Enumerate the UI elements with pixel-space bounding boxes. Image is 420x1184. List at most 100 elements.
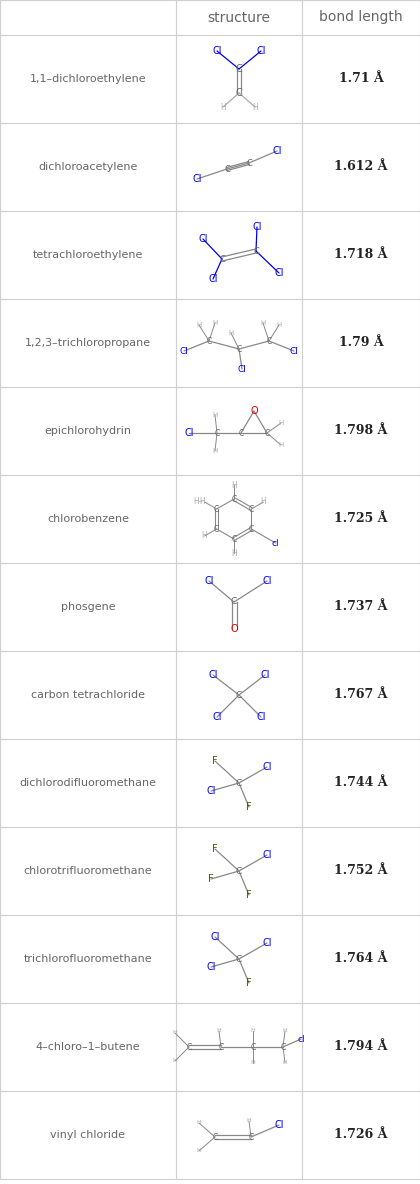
Text: H: H <box>217 1029 221 1034</box>
Text: chlorobenzene: chlorobenzene <box>47 514 129 525</box>
Text: 1.744 Å: 1.744 Å <box>334 777 388 790</box>
Text: H: H <box>260 497 266 507</box>
Text: Cl: Cl <box>238 365 247 373</box>
Text: H: H <box>197 1148 201 1153</box>
Text: C: C <box>236 779 242 787</box>
Text: H: H <box>228 330 234 336</box>
Text: Cl: Cl <box>274 1120 284 1130</box>
Text: C: C <box>214 429 220 438</box>
Text: vinyl chloride: vinyl chloride <box>50 1130 126 1140</box>
Text: H: H <box>197 322 202 328</box>
Text: C: C <box>214 504 219 514</box>
Text: 1.718 Å: 1.718 Å <box>334 249 388 262</box>
Text: 1.798 Å: 1.798 Å <box>334 425 388 438</box>
Text: Cl: Cl <box>208 670 218 680</box>
Text: Cl: Cl <box>206 786 216 796</box>
Text: H: H <box>231 481 237 489</box>
Text: 1.764 Å: 1.764 Å <box>334 952 388 965</box>
Text: O: O <box>230 624 238 633</box>
Text: C: C <box>266 336 272 346</box>
Text: H: H <box>213 412 218 418</box>
Text: C: C <box>236 345 241 354</box>
Text: Cl: Cl <box>212 712 222 722</box>
Text: C: C <box>231 598 237 606</box>
Text: 1,2,3–trichloropropane: 1,2,3–trichloropropane <box>25 337 151 348</box>
Text: 1.79 Å: 1.79 Å <box>339 336 383 349</box>
Text: H: H <box>251 1029 255 1034</box>
Text: H: H <box>213 320 218 326</box>
Text: C: C <box>213 1133 218 1141</box>
Text: C: C <box>249 504 254 514</box>
Text: C: C <box>206 336 212 346</box>
Text: Cl: Cl <box>256 46 266 56</box>
Text: trichlorofluoromethane: trichlorofluoromethane <box>24 954 152 964</box>
Text: 1.737 Å: 1.737 Å <box>334 600 388 613</box>
Text: Cl: Cl <box>262 938 272 948</box>
Text: H: H <box>213 448 218 453</box>
Text: H: H <box>278 420 284 426</box>
Text: Cl: Cl <box>252 223 262 232</box>
Text: H: H <box>251 1061 255 1066</box>
Text: phosgene: phosgene <box>60 601 116 612</box>
Text: H: H <box>173 1030 177 1036</box>
Text: Cl: Cl <box>260 670 270 680</box>
Text: Cl: Cl <box>210 932 220 942</box>
Text: chlorotrifluoromethane: chlorotrifluoromethane <box>24 866 152 876</box>
Text: 1.725 Å: 1.725 Å <box>334 513 388 526</box>
Text: C: C <box>239 429 244 438</box>
Text: Cl: Cl <box>204 575 214 586</box>
Text: bond length: bond length <box>319 11 403 25</box>
Text: O: O <box>250 406 258 416</box>
Text: C: C <box>264 429 270 438</box>
Text: Cl: Cl <box>262 762 272 772</box>
Text: F: F <box>246 978 252 987</box>
Text: Cl: Cl <box>272 146 282 156</box>
Text: C: C <box>281 1042 286 1051</box>
Text: 1.726 Å: 1.726 Å <box>334 1128 388 1141</box>
Text: C: C <box>236 88 242 98</box>
Text: Cl: Cl <box>180 347 189 355</box>
Text: C: C <box>246 159 252 167</box>
Text: 1,1–dichloroethylene: 1,1–dichloroethylene <box>30 73 146 84</box>
Text: Cl: Cl <box>274 268 284 278</box>
Text: 1.767 Å: 1.767 Å <box>334 689 388 701</box>
Text: structure: structure <box>207 11 270 25</box>
Text: H: H <box>197 1120 201 1126</box>
Text: C: C <box>236 690 242 700</box>
Text: Cl: Cl <box>192 174 202 184</box>
Text: H: H <box>231 548 237 558</box>
Text: H: H <box>199 497 205 507</box>
Text: dichloroacetylene: dichloroacetylene <box>38 162 138 172</box>
Text: C: C <box>236 64 242 73</box>
Text: H: H <box>252 103 258 111</box>
Text: C: C <box>186 1042 192 1051</box>
Text: Cl: Cl <box>262 575 272 586</box>
Text: F: F <box>212 757 218 766</box>
Text: C: C <box>250 1042 256 1051</box>
Text: Cl: Cl <box>289 347 299 355</box>
Text: H: H <box>276 322 282 328</box>
Text: carbon tetrachloride: carbon tetrachloride <box>31 690 145 700</box>
Text: C: C <box>218 1042 223 1051</box>
Text: C: C <box>231 534 236 543</box>
Text: Cl: Cl <box>262 850 272 860</box>
Text: Cl: Cl <box>206 961 216 972</box>
Text: H: H <box>202 532 207 541</box>
Text: F: F <box>246 802 252 812</box>
Text: Cl: Cl <box>212 46 222 56</box>
Text: Cl: Cl <box>208 274 218 284</box>
Text: C: C <box>236 954 242 964</box>
Text: tetrachloroethylene: tetrachloroethylene <box>33 250 143 260</box>
Text: dichlorodifluoromethane: dichlorodifluoromethane <box>19 778 157 789</box>
Text: 1.71 Å: 1.71 Å <box>339 72 383 85</box>
Text: C: C <box>231 495 236 503</box>
Text: H: H <box>283 1029 287 1034</box>
Text: Cl: Cl <box>198 234 208 244</box>
Text: H: H <box>283 1061 287 1066</box>
Text: 4–chloro–1–butene: 4–chloro–1–butene <box>36 1042 140 1053</box>
Text: epichlorohydrin: epichlorohydrin <box>45 426 131 436</box>
Text: H: H <box>173 1058 177 1063</box>
Text: C: C <box>214 525 219 534</box>
Text: H: H <box>278 442 284 448</box>
Text: 1.752 Å: 1.752 Å <box>334 864 388 877</box>
